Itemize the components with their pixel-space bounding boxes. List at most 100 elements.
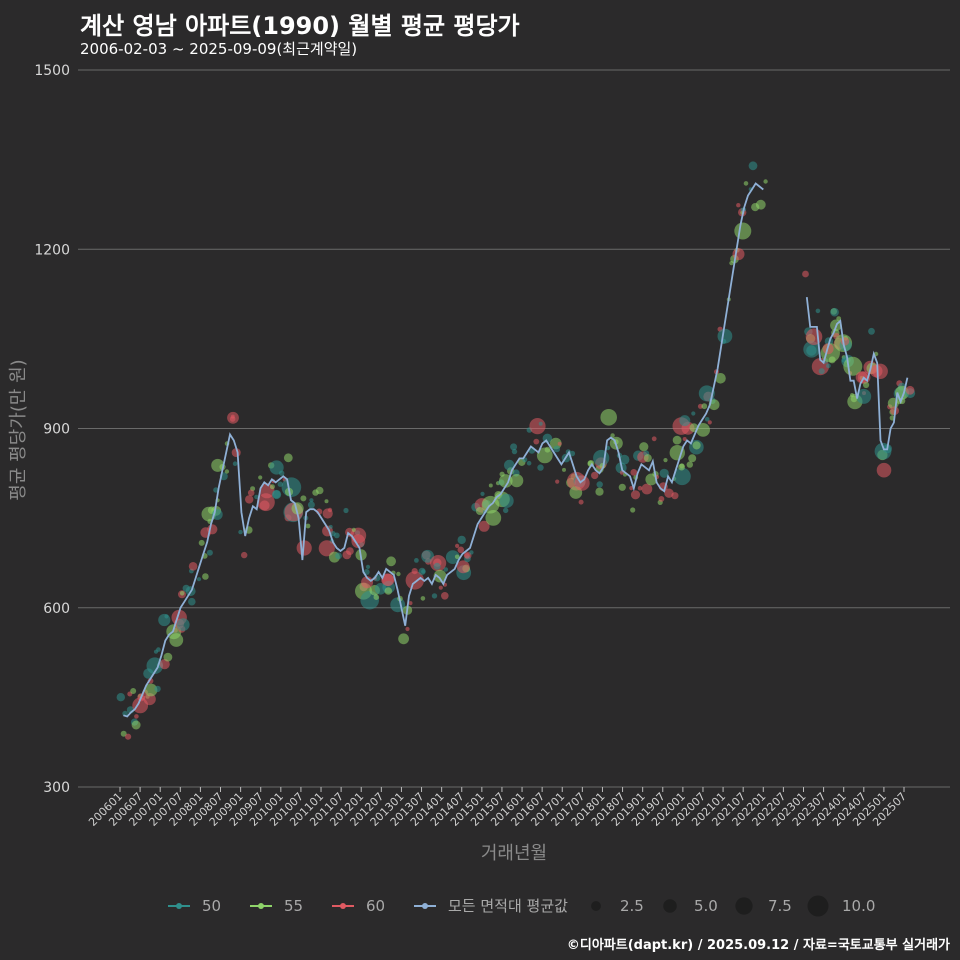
data-point <box>433 562 441 570</box>
data-point <box>457 546 465 554</box>
x-tick-labels: 2006012006072007012007072008012008072009… <box>86 787 909 829</box>
data-point <box>318 540 335 557</box>
data-point <box>202 573 209 580</box>
data-point <box>485 510 502 526</box>
y-tick-label: 1500 <box>34 63 70 79</box>
data-point <box>480 491 485 496</box>
data-point <box>179 591 185 596</box>
legend-size-marker <box>591 901 601 911</box>
data-point <box>659 468 669 478</box>
data-point <box>312 489 319 496</box>
data-point <box>591 471 599 480</box>
data-point <box>116 693 126 702</box>
legend-marker <box>258 903 264 909</box>
data-point <box>701 403 708 410</box>
data-point <box>333 532 340 539</box>
data-point <box>629 486 634 491</box>
data-point <box>469 550 474 555</box>
data-point <box>398 633 409 645</box>
data-point <box>411 568 418 575</box>
data-point <box>254 494 259 500</box>
data-point <box>691 411 696 416</box>
data-point <box>537 464 544 471</box>
data-point <box>198 539 205 546</box>
data-point <box>672 435 682 445</box>
data-point <box>863 381 870 389</box>
data-point <box>641 483 653 495</box>
data-point <box>682 437 687 441</box>
data-point <box>131 720 141 730</box>
data-point <box>905 385 915 395</box>
data-point <box>673 467 691 486</box>
data-point <box>229 416 236 422</box>
data-point <box>156 647 161 652</box>
data-point <box>755 199 766 210</box>
scatter-points <box>116 161 916 740</box>
data-point <box>836 316 842 321</box>
data-point <box>164 614 169 619</box>
data-point <box>396 571 401 577</box>
chart-subtitle: 2006-02-03 ~ 2025-09-09(최근계약일) <box>80 40 358 58</box>
data-point <box>414 558 419 563</box>
data-point <box>431 593 438 599</box>
data-point <box>868 327 875 335</box>
data-point <box>679 415 691 427</box>
legend: 50 55 60 모든 면적대 평균값 2.5 5.0 7.5 10.0 <box>168 895 875 917</box>
data-point <box>443 567 449 572</box>
legend-marker <box>176 903 182 909</box>
data-point <box>802 270 809 278</box>
data-point <box>351 527 356 533</box>
data-point <box>555 479 560 484</box>
legend-size-marker <box>663 899 677 913</box>
data-point <box>457 535 466 545</box>
data-point <box>637 485 643 491</box>
data-point <box>748 161 758 171</box>
data-point <box>596 481 603 488</box>
legend-size-label: 5.0 <box>694 897 718 915</box>
data-point <box>533 438 540 445</box>
legend-size-label: 10.0 <box>842 897 875 915</box>
data-point <box>305 523 311 529</box>
data-point <box>324 499 329 504</box>
data-point <box>188 597 196 606</box>
data-point <box>176 618 190 631</box>
data-point <box>578 499 584 505</box>
data-point <box>421 549 434 563</box>
data-point <box>499 493 514 508</box>
data-point <box>734 222 752 240</box>
legend-label: 55 <box>284 897 303 915</box>
data-point <box>433 569 447 583</box>
data-point <box>704 417 710 422</box>
data-point <box>856 388 872 404</box>
data-point <box>828 356 836 364</box>
data-point <box>651 436 657 442</box>
data-point <box>688 454 697 463</box>
data-point <box>743 181 749 186</box>
data-point <box>188 562 198 571</box>
data-point <box>408 601 413 606</box>
data-point <box>384 587 393 595</box>
data-point <box>405 571 424 590</box>
data-point <box>544 446 551 453</box>
y-tick-labels: 300 600 900 1200 1500 <box>34 63 70 796</box>
data-point <box>658 496 665 502</box>
data-point <box>238 529 243 535</box>
data-point <box>669 445 685 461</box>
data-point <box>441 592 449 600</box>
data-point <box>420 596 426 601</box>
data-point <box>696 423 710 437</box>
legend-size-marker <box>807 895 829 917</box>
legend-label: 50 <box>202 897 221 915</box>
data-point <box>307 501 315 509</box>
data-point <box>557 441 562 446</box>
data-point <box>272 489 282 500</box>
data-point <box>630 469 638 476</box>
data-point <box>529 418 546 435</box>
legend-size-label: 2.5 <box>620 897 644 915</box>
data-point <box>277 481 283 487</box>
data-point <box>283 453 293 463</box>
legend-label: 60 <box>366 897 385 915</box>
data-point <box>639 442 649 452</box>
data-point <box>478 520 490 532</box>
